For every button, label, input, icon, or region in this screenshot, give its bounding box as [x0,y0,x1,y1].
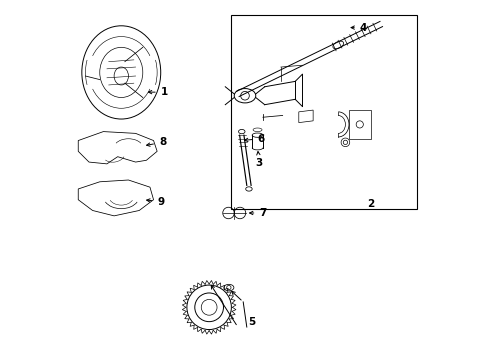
Text: 5: 5 [248,317,255,327]
Text: 2: 2 [367,199,374,210]
Text: 8: 8 [147,138,166,147]
Bar [231,15,417,209]
Text: 6: 6 [245,134,265,144]
Text: 3: 3 [256,152,263,168]
Text: 7: 7 [249,208,267,218]
Text: 1: 1 [148,87,168,97]
Text: 4: 4 [351,23,367,33]
Text: 9: 9 [147,197,164,207]
